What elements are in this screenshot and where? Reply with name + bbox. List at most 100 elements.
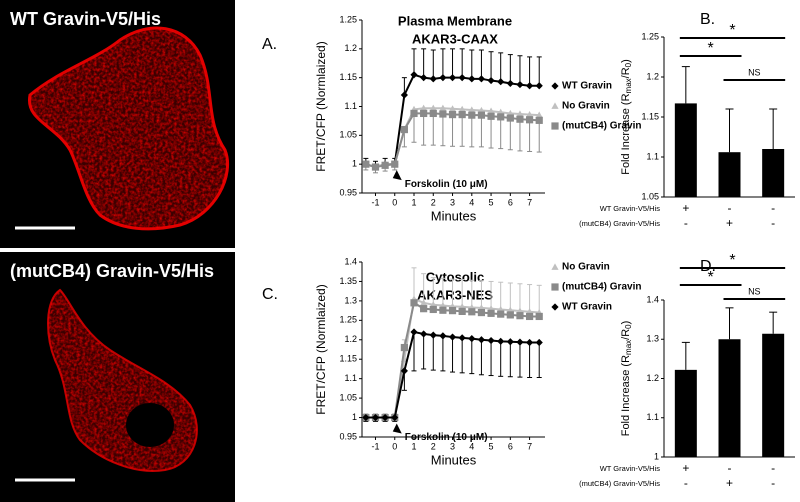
y-tick-label: 1.05 (339, 130, 357, 140)
image-label: (mutCB4) Gravin-V5/His (10, 261, 214, 281)
legend-label: No Gravin (562, 101, 610, 112)
point (535, 82, 543, 90)
point (381, 161, 389, 169)
y-tick-label: 1.15 (339, 72, 357, 82)
panel-label: C. (262, 286, 278, 303)
legend-label: (mutCB4) Gravin (562, 282, 641, 293)
y-tick-label: 1.4 (646, 294, 659, 304)
point (439, 110, 447, 118)
y-tick-label: 1.15 (339, 354, 357, 364)
y-tick-label: 1.25 (339, 315, 357, 325)
point (497, 78, 505, 86)
point (400, 91, 408, 99)
y-tick-label: 0.95 (339, 187, 357, 197)
point (551, 82, 559, 90)
y-tick-label: 1.35 (339, 276, 357, 286)
y-axis-label-part: /R (620, 67, 632, 78)
micrograph-bottom: (mutCB4) Gravin-V5/His (0, 252, 235, 502)
point (439, 74, 447, 82)
y-axis-label-part: /R (620, 329, 632, 340)
micrograph-top: WT Gravin-V5/His (0, 0, 235, 248)
point (535, 116, 543, 124)
point (371, 163, 380, 171)
y-tick-label: 1.1 (344, 101, 357, 111)
point (487, 309, 495, 317)
x-tick-label: 1 (412, 441, 417, 451)
condition-sign: + (726, 476, 733, 490)
chart-subtitle: AKAR3-NES (417, 287, 493, 302)
y-axis-label: FRET/CFP (Normlaized) (314, 284, 328, 414)
point (468, 106, 476, 113)
condition-sign: + (682, 201, 689, 215)
point (410, 109, 418, 118)
y-axis-label-part: ) (620, 59, 632, 63)
point (487, 336, 495, 345)
point (429, 75, 437, 83)
significance-label: * (708, 269, 714, 286)
point (448, 333, 457, 341)
point (410, 299, 418, 307)
y-tick-label: 1.4 (344, 256, 357, 266)
y-tick-label: 1.2 (344, 43, 357, 53)
y-tick-label: 1.05 (339, 392, 357, 402)
point (525, 82, 534, 90)
point (551, 263, 559, 270)
significance-label: * (708, 40, 714, 57)
y-axis-label: FRET/CFP (Normlaized) (314, 41, 328, 171)
point (497, 310, 505, 318)
point (448, 307, 457, 315)
point (420, 299, 428, 306)
point (458, 334, 466, 342)
point (477, 75, 486, 83)
point (420, 74, 428, 82)
point (391, 413, 399, 422)
y-tick-label: 1.1 (344, 373, 357, 383)
x-tick-label: 0 (392, 441, 397, 451)
point (420, 305, 428, 313)
point (448, 110, 457, 119)
y-axis-label-part: max (624, 78, 633, 93)
y-tick-label: 1.2 (646, 373, 659, 383)
condition-sign: + (682, 461, 689, 475)
chart-title: Plasma Membrane (398, 13, 512, 28)
point (516, 115, 524, 123)
point (448, 74, 457, 82)
point (487, 107, 495, 114)
point (551, 102, 559, 109)
condition-label: (mutCB4) Gravin-V5/His (579, 479, 660, 488)
point (371, 413, 380, 422)
y-axis-label-part: ) (620, 321, 632, 325)
y-tick-label: 1 (352, 159, 357, 169)
y-tick-label: 1.1 (646, 412, 659, 422)
legend-label: WT Gravin (562, 81, 612, 92)
point (362, 160, 370, 168)
point (410, 328, 418, 336)
x-tick-label: 7 (527, 441, 532, 451)
y-axis-label-part: Fold Increase (R (620, 93, 632, 174)
x-tick-label: 2 (431, 441, 436, 451)
panel-label: A. (262, 36, 277, 53)
x-tick-label: -1 (371, 197, 379, 207)
condition-label: (mutCB4) Gravin-V5/His (579, 219, 660, 228)
image-label: WT Gravin-V5/His (10, 9, 161, 29)
y-tick-label: 1.15 (641, 111, 659, 121)
condition-sign: - (684, 216, 688, 230)
point (362, 413, 370, 422)
point (458, 110, 466, 119)
point (420, 330, 428, 338)
y-tick-label: 1.25 (339, 14, 357, 24)
chart-subtitle: AKAR3-CAAX (412, 31, 498, 46)
point (468, 335, 476, 343)
point (381, 413, 389, 422)
y-tick-label: 1 (654, 451, 659, 461)
condition-sign: - (728, 201, 732, 215)
y-tick-label: 1.3 (646, 334, 659, 344)
point (458, 74, 466, 82)
annotation: Forskolin (10 μM) (405, 432, 488, 443)
condition-label: WT Gravin-V5/His (600, 464, 661, 473)
point (487, 76, 495, 85)
x-tick-label: 3 (450, 197, 455, 207)
condition-label: WT Gravin-V5/His (600, 204, 661, 213)
legend-label: WT Gravin (562, 302, 612, 313)
